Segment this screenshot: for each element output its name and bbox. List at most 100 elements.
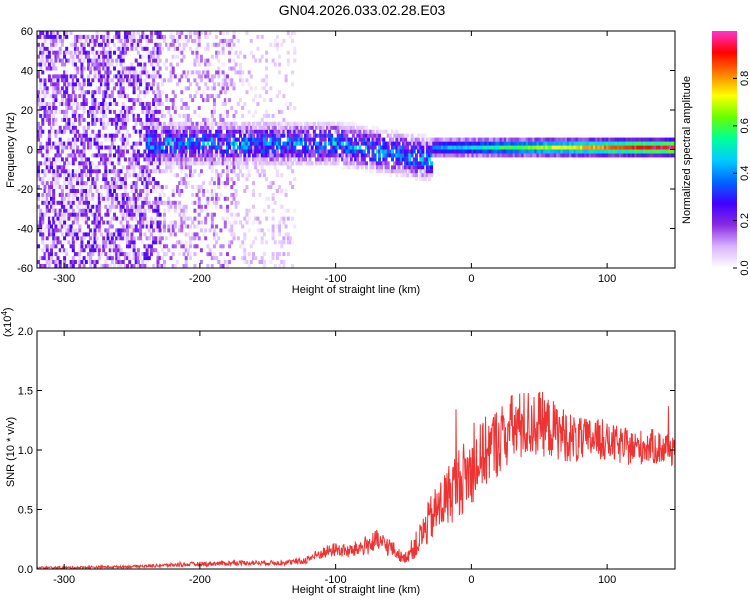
spectrogram-cell — [330, 161, 334, 166]
spectrogram-cell — [141, 220, 145, 225]
spectrogram-cell — [115, 173, 119, 178]
spectrogram-cell — [278, 121, 282, 126]
spectrogram-cell — [286, 133, 290, 138]
spectrogram-cell — [136, 94, 140, 99]
spectrogram-cell — [369, 165, 373, 170]
spectrogram-cell — [165, 106, 169, 110]
spectrogram-cell — [108, 232, 112, 237]
spectrogram-cell — [108, 244, 112, 249]
spectrogram-cell — [547, 137, 551, 142]
spectrogram-cell — [130, 106, 134, 110]
spectrogram-cell — [245, 125, 249, 130]
spectrogram-cell — [234, 70, 238, 75]
spectrogram-cell — [160, 102, 164, 106]
spectrogram-cell — [141, 137, 145, 142]
spectrogram-cell — [212, 86, 216, 91]
spectrogram-cell — [286, 106, 290, 110]
spectrogram-cell — [173, 224, 177, 229]
spectrogram-cell — [156, 70, 160, 75]
spectrogram-cell — [375, 129, 379, 134]
spectrogram-cell — [427, 157, 431, 162]
spectrogram-cell — [206, 86, 210, 91]
spectrogram-cell — [260, 137, 264, 142]
spectrogram-cell — [215, 149, 219, 154]
spectrogram-cell — [586, 153, 590, 158]
spectrogram-cell — [523, 137, 527, 142]
spectrogram-cell — [82, 42, 86, 47]
spectrogram-cell — [106, 106, 110, 110]
spectrogram-cell — [312, 137, 316, 142]
spectrogram-cell — [258, 157, 262, 162]
spectrogram-cell — [104, 145, 108, 150]
spectrogram-cell — [310, 153, 314, 158]
spectrogram-cell — [393, 165, 397, 170]
spectrogram-cell — [87, 66, 90, 71]
spectrogram-cell — [573, 141, 577, 146]
spectrogram-cell — [291, 264, 295, 268]
spectrogram-cell — [260, 117, 264, 122]
spectrogram-cell — [530, 141, 533, 146]
spectrogram-cell — [221, 42, 225, 47]
spectrogram-cell — [154, 74, 158, 79]
spectrogram-cell — [82, 58, 86, 63]
spectrogram-cell — [280, 42, 284, 47]
spectrogram-cell — [165, 129, 169, 134]
spectrogram-cell — [310, 125, 314, 130]
spectrogram-cell — [286, 216, 290, 221]
spectrogram-cell — [189, 240, 192, 245]
spectrogram-cell — [564, 153, 568, 158]
spectrogram-cell — [243, 54, 247, 59]
spectrogram-cell — [210, 141, 214, 146]
spectrogram-cell — [582, 141, 586, 146]
spectrogram-cell — [73, 62, 77, 67]
spectrogram-cell — [236, 129, 240, 134]
spectrogram-cell — [82, 200, 86, 205]
spectrogram-cell — [530, 145, 533, 150]
spectrogram-cell — [136, 149, 140, 154]
spectrogram-cell — [39, 232, 43, 237]
spectrogram-cell — [123, 125, 127, 130]
spectrogram-cell — [219, 192, 223, 197]
spectrogram-cell — [328, 133, 331, 138]
spectrogram-cell — [265, 74, 269, 79]
spectrogram-cell — [39, 212, 43, 217]
spectrogram-cell — [241, 106, 245, 110]
spectrogram-cell — [136, 86, 140, 91]
spectrogram-cell — [273, 133, 277, 138]
spectrogram-cell — [156, 113, 160, 118]
spectrogram-cell — [369, 129, 373, 134]
spectrogram-cell — [184, 121, 188, 126]
spectrogram-cell — [171, 149, 175, 154]
spectrogram-cell — [102, 157, 106, 162]
spectrogram-cell — [206, 94, 210, 99]
spectrogram-cell — [71, 137, 75, 142]
spectrogram-cell — [136, 165, 140, 170]
spectrogram-cell — [186, 70, 190, 75]
spectrogram-cell — [171, 98, 175, 103]
spectrogram-cell — [108, 224, 112, 229]
spectrogram-cell — [156, 121, 160, 126]
spectrogram-cell — [37, 177, 40, 182]
spectrogram-cell — [47, 117, 51, 122]
spectrogram-cell — [193, 216, 197, 221]
spectrogram-cell — [223, 181, 227, 186]
spectrogram-cell — [156, 133, 160, 138]
spectrogram-cell — [669, 137, 672, 142]
spectrogram-cell — [89, 260, 93, 264]
spectrogram-cell — [599, 137, 603, 142]
spectrogram-cell — [95, 109, 99, 114]
spectrogram-cell — [73, 236, 77, 241]
spectrogram-cell — [186, 78, 190, 83]
spectrogram-cell — [37, 62, 40, 67]
spectrogram-cell — [186, 181, 190, 186]
spectrogram-cell — [328, 125, 331, 130]
spectrogram-cell — [477, 149, 481, 154]
spectrogram-cell — [369, 141, 373, 146]
spectrogram-cell — [134, 208, 138, 213]
spectrogram-cell — [278, 232, 282, 237]
spectrogram-cell — [519, 149, 523, 154]
spectrogram-cell — [278, 125, 282, 130]
spectrogram-cell — [126, 34, 129, 39]
spectrogram-cell — [540, 141, 544, 146]
spectrogram-cell — [132, 240, 136, 245]
